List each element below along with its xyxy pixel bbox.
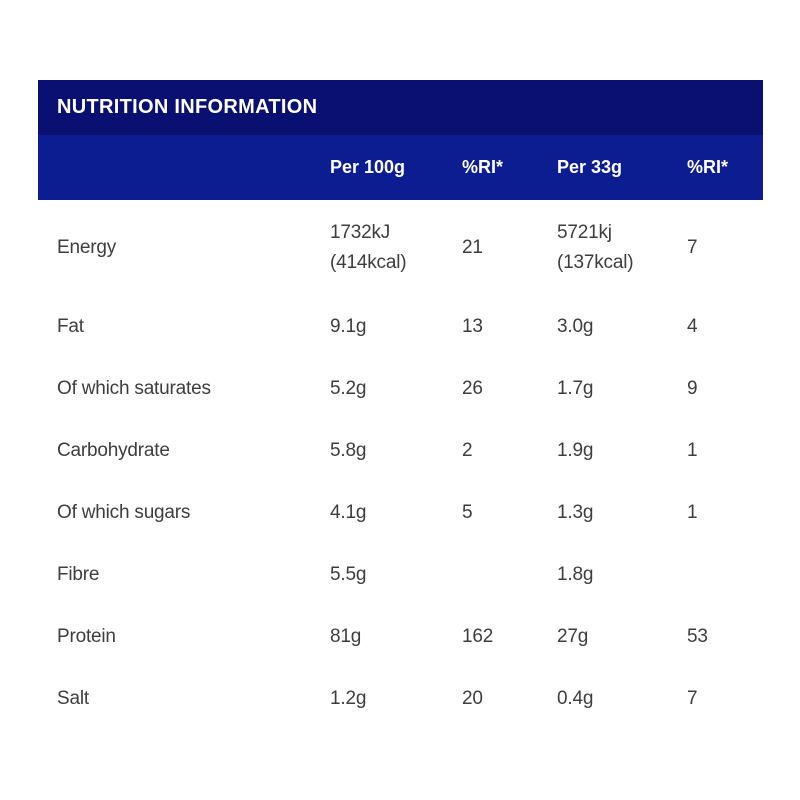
cell-per33: 1.3g: [557, 502, 594, 523]
cell-ri100: 13: [462, 316, 483, 337]
cell-ri33: 7: [687, 237, 698, 258]
cell-per100: 1732kJ (414kcal): [330, 218, 462, 278]
row-label: Of which saturates: [57, 378, 211, 399]
cell-ri100: 21: [462, 237, 483, 258]
column-header-per-100g: Per 100g: [330, 157, 406, 177]
cell-per33: 1.9g: [557, 440, 594, 461]
cell-per33: 1.8g: [557, 564, 594, 585]
column-header-ri-33g: %RI*: [687, 157, 729, 177]
cell-per100: 4.1g: [330, 502, 367, 523]
cell-per100: 1.2g: [330, 688, 367, 709]
cell-per100: 9.1g: [330, 316, 367, 337]
row-label: Fat: [57, 316, 84, 337]
row-label: Fibre: [57, 564, 100, 585]
cell-ri100: 20: [462, 688, 483, 709]
cell-per100: 81g: [330, 626, 362, 647]
cell-per100: 5.8g: [330, 440, 367, 461]
cell-ri33: 7: [687, 688, 698, 709]
table-row-protein: Protein 81g 162 27g 53: [38, 606, 763, 668]
table-row-energy: Energy 1732kJ (414kcal) 21 5721kj (137kc…: [38, 200, 763, 296]
table-title-band: NUTRITION INFORMATION: [38, 80, 763, 135]
row-label: Protein: [57, 626, 116, 647]
table-row-saturates: Of which saturates 5.2g 26 1.7g 9: [38, 358, 763, 420]
table-header-row: Per 100g %RI* Per 33g %RI*: [38, 135, 763, 200]
cell-ri100: 162: [462, 626, 494, 647]
cell-ri33: 9: [687, 378, 698, 399]
value-line: 5721kj: [557, 222, 612, 243]
cell-per33: 5721kj (137kcal): [557, 218, 687, 278]
table-row-fibre: Fibre 5.5g 1.8g: [38, 544, 763, 606]
row-label: Energy: [57, 237, 117, 258]
nutrition-information-panel: NUTRITION INFORMATION Per 100g %RI* Per …: [38, 80, 763, 730]
column-header-per-33g: Per 33g: [557, 157, 623, 177]
table-body: Energy 1732kJ (414kcal) 21 5721kj (137kc…: [38, 200, 763, 730]
cell-per100: 5.2g: [330, 378, 367, 399]
cell-per100: 5.5g: [330, 564, 367, 585]
table-row-sugars: Of which sugars 4.1g 5 1.3g 1: [38, 482, 763, 544]
cell-ri33: 4: [687, 316, 698, 337]
cell-ri100: 5: [462, 502, 473, 523]
cell-per33: 27g: [557, 626, 589, 647]
table-title: NUTRITION INFORMATION: [57, 96, 318, 118]
cell-ri33: 1: [687, 440, 698, 461]
row-label: Carbohydrate: [57, 440, 170, 461]
value-line: (137kcal): [557, 252, 634, 273]
cell-per33: 3.0g: [557, 316, 594, 337]
cell-per33: 0.4g: [557, 688, 594, 709]
table-row-carbohydrate: Carbohydrate 5.8g 2 1.9g 1: [38, 420, 763, 482]
cell-ri33: 53: [687, 626, 708, 647]
row-label: Salt: [57, 688, 89, 709]
row-label: Of which sugars: [57, 502, 191, 523]
column-header-ri-100g: %RI*: [462, 157, 504, 177]
cell-ri33: 1: [687, 502, 698, 523]
value-line: 1732kJ: [330, 222, 391, 243]
cell-ri100: 26: [462, 378, 483, 399]
table-row-fat: Fat 9.1g 13 3.0g 4: [38, 296, 763, 358]
cell-per33: 1.7g: [557, 378, 594, 399]
table-row-salt: Salt 1.2g 20 0.4g 7: [38, 668, 763, 730]
value-line: (414kcal): [330, 252, 407, 273]
cell-ri100: 2: [462, 440, 473, 461]
